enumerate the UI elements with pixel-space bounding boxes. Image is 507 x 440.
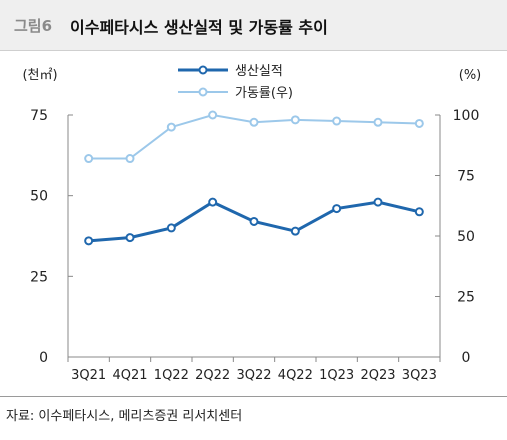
series-2-point: [414, 118, 424, 128]
series-2-point: [125, 154, 135, 164]
y-left-tick-label: 25: [30, 269, 48, 285]
series-2-point: [208, 110, 218, 120]
series-1-point: [414, 207, 424, 217]
series-2-point: [249, 117, 259, 127]
y-left-unit-label: (천㎡): [22, 68, 57, 83]
figure-header: 그림6 이수페타시스 생산실적 및 가동률 추이: [0, 0, 507, 51]
x-tick-label: 1Q22: [154, 368, 189, 383]
series-2-point: [290, 115, 300, 125]
line-chart: (천㎡) (%) 0 25 50 75 0 25 50 75 100 3Q21 4Q21 1Q22 2Q22…: [22, 64, 482, 383]
x-tick-label: 4Q21: [112, 368, 147, 383]
y-right-tick-label: 100: [453, 108, 480, 124]
series-1-point: [249, 216, 259, 226]
x-tick-label: 2Q22: [195, 368, 230, 383]
y-left-tick-label: 0: [39, 350, 48, 366]
legend-label-1: 생산실적: [235, 64, 283, 79]
source-note: 자료: 이수페타시스, 메리츠증권 리서치센터: [6, 409, 243, 424]
series-2-point: [166, 122, 176, 132]
y-right-tick-label: 75: [457, 169, 475, 185]
legend-label-2: 가동률(우): [235, 86, 293, 101]
x-tick-label: 3Q22: [236, 368, 271, 383]
series-1-point: [373, 197, 383, 207]
series-2-point: [373, 117, 383, 127]
series-1-point: [84, 236, 94, 246]
series-1-point: [290, 226, 300, 236]
x-tick-label: 3Q23: [402, 368, 437, 383]
series-2-point: [84, 154, 94, 164]
series-1-point: [332, 204, 342, 214]
series-1-point: [208, 197, 218, 207]
y-right-unit-label: (%): [459, 68, 482, 83]
x-tick-label: 2Q23: [360, 368, 395, 383]
y-right-tick-label: 25: [457, 290, 475, 306]
y-left-tick-label: 50: [30, 189, 48, 205]
figure-label: 그림6: [14, 17, 53, 35]
y-right-tick-label: 0: [462, 350, 471, 366]
x-tick-label: 4Q22: [278, 368, 313, 383]
chart-title: 이수페타시스 생산실적 및 가동률 추이: [70, 18, 328, 37]
series-2-point: [332, 116, 342, 126]
legend-marker-1: [198, 65, 208, 75]
series-1-point: [166, 223, 176, 233]
y-right-tick-label: 50: [457, 229, 475, 245]
footer-divider: [0, 396, 507, 397]
x-tick-label: 1Q23: [319, 368, 354, 383]
series-1-point: [125, 233, 135, 243]
x-tick-label: 3Q21: [71, 368, 106, 383]
y-left-tick-label: 75: [30, 108, 48, 124]
legend-marker-2: [198, 87, 208, 97]
